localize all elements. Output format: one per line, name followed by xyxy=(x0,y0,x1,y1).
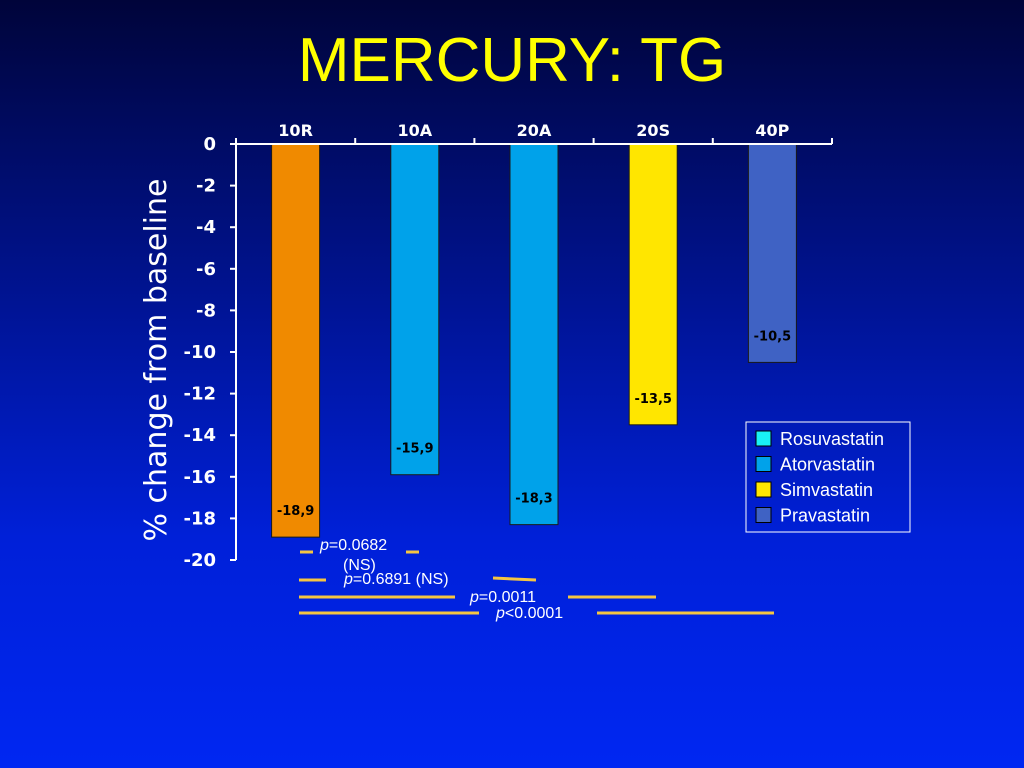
x-tick-label: 10A xyxy=(397,121,432,140)
y-tick-label: -4 xyxy=(196,217,216,238)
y-axis: 0 -2 -4 -6 -8 -10 -12 -14 -16 -18 -20 xyxy=(183,134,236,571)
data-label: -18,3 xyxy=(515,492,552,507)
data-label: -10,5 xyxy=(754,329,791,344)
x-tick-label: 20S xyxy=(636,121,670,140)
legend-label: Atorvastatin xyxy=(780,455,875,475)
p-symbol: p xyxy=(319,537,329,554)
data-label: -13,5 xyxy=(634,392,671,407)
bar-10A xyxy=(390,143,440,476)
bar-20A xyxy=(509,143,559,526)
bar-20S xyxy=(628,143,678,426)
legend-swatch xyxy=(755,456,772,472)
slide-title: MERCURY: TG xyxy=(297,26,727,95)
p-value-label: p=0.0011 xyxy=(469,589,536,606)
legend-label: Simvastatin xyxy=(780,480,873,500)
y-tick-label: -10 xyxy=(183,342,216,363)
y-tick-label: -8 xyxy=(196,300,216,321)
data-label: -18,9 xyxy=(277,504,314,519)
p-value-label: p=0.6891 (NS) xyxy=(343,571,449,588)
p-value: <0.0001 xyxy=(505,605,563,622)
p-symbol: p xyxy=(495,605,505,622)
bars-group xyxy=(271,143,797,538)
bar-40P xyxy=(747,143,797,363)
legend-box xyxy=(745,421,911,533)
p-value: =0.0011 xyxy=(479,589,536,606)
legend-label: Rosuvastatin xyxy=(780,429,884,449)
p-value-label: p<0.0001 xyxy=(495,605,563,622)
bar-10R xyxy=(271,143,321,538)
y-tick-label: -18 xyxy=(183,508,216,529)
p-value: =0.0682 xyxy=(329,537,387,554)
legend-swatch xyxy=(755,481,772,498)
p-value: =0.6891 (NS) xyxy=(353,571,449,588)
y-tick-label: -2 xyxy=(196,176,216,197)
x-tick-label: 10R xyxy=(278,121,313,140)
y-tick-label: -6 xyxy=(196,259,216,280)
axes-group xyxy=(235,138,833,560)
y-tick-label: -16 xyxy=(183,467,216,488)
p-symbol: p xyxy=(343,571,353,588)
p-symbol: p xyxy=(469,589,479,606)
legend-label: Pravastatin xyxy=(780,506,870,526)
p-value-note: (NS) xyxy=(343,557,376,574)
x-tick-label: 40P xyxy=(755,121,789,140)
data-labels: -18,9 -15,9 -18,3 -13,5 -10,5 xyxy=(277,329,791,519)
y-tick-label: -20 xyxy=(183,550,216,571)
y-axis-label: % change from baseline xyxy=(139,179,174,542)
x-tick-label: 20A xyxy=(517,121,552,140)
p-value-annotations: p=0.0682(NS)p=0.6891 (NS)p=0.0011p<0.000… xyxy=(299,537,774,622)
p-value-label: p=0.0682 xyxy=(319,537,387,554)
comparison-line xyxy=(492,576,537,582)
category-labels: 10R 10A 20A 20S 40P xyxy=(278,121,789,140)
data-label: -15,9 xyxy=(396,442,433,457)
y-tick-label: 0 xyxy=(203,134,216,155)
legend-swatch xyxy=(755,507,772,523)
y-tick-label: -14 xyxy=(183,425,216,446)
y-tick-label: -12 xyxy=(183,384,216,405)
legend: Rosuvastatin Atorvastatin Simvastatin Prava… xyxy=(745,421,911,533)
legend-swatch xyxy=(755,430,772,447)
